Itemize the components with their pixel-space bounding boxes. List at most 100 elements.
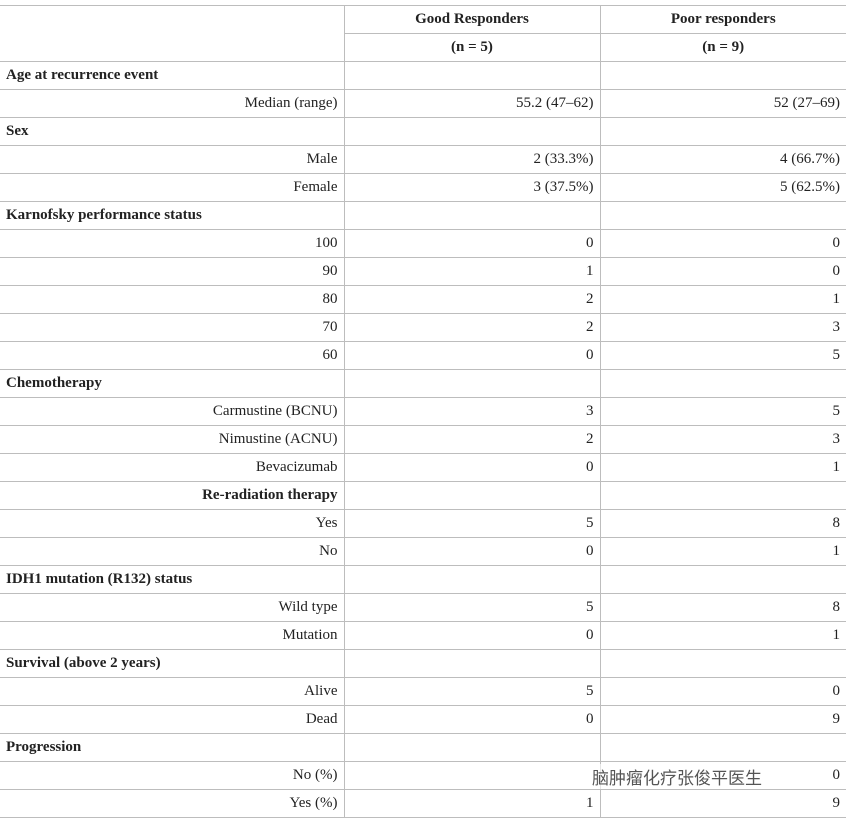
table-row: 100 0 0 [0,229,846,258]
table-row: Sex [0,117,846,146]
value-cell: 3 [343,397,600,426]
table-row: Nimustine (ACNU) 2 3 [0,425,846,454]
row-label: Female [0,173,344,202]
value-cell: 9 [599,705,846,734]
value-cell: 0 [343,341,600,370]
value-cell [343,565,600,594]
value-cell: 5 [599,341,846,370]
header-row: Good Responders Poor responders [0,5,846,62]
value-cell: 3 [599,425,846,454]
table-row: 90 1 0 [0,257,846,286]
table-row: Progression [0,733,846,762]
table-row: IDH1 mutation (R132) status [0,565,846,594]
row-label: Mutation [0,621,344,650]
table-row: Bevacizumab 0 1 [0,453,846,482]
value-cell: 2 (33.3%) [343,145,600,174]
table-row: Male 2 (33.3%) 4 (66.7%) [0,145,846,174]
value-cell: 5 [343,509,600,538]
value-cell: 1 [343,789,600,818]
value-cell: 2 [343,425,600,454]
row-label: Male [0,145,344,174]
value-cell [599,117,846,146]
row-label: 60 [0,341,344,370]
value-cell: 1 [599,285,846,314]
section-label: Re-radiation therapy [0,481,344,510]
value-cell: 0 [343,705,600,734]
value-cell: 8 [599,593,846,622]
value-cell: 5 (62.5%) [599,173,846,202]
header-row: (n = 5) (n = 9) [0,33,846,62]
table-row: Alive 5 0 [0,677,846,706]
header-cell [0,5,344,62]
value-cell [599,201,846,230]
row-label: Carmustine (BCNU) [0,397,344,426]
table-row: Yes 5 8 [0,509,846,538]
section-label: Survival (above 2 years) [0,649,344,678]
value-cell [599,733,846,762]
value-cell: 0 [599,677,846,706]
data-table: Good Responders Poor responders (n = 5) … [0,5,846,818]
table-row: Carmustine (BCNU) 3 5 [0,397,846,426]
row-label: Yes [0,509,344,538]
table-row: Yes (%) 1 9 [0,789,846,818]
value-cell [599,565,846,594]
row-label: Wild type [0,593,344,622]
watermark: 脑肿瘤化疗张俊平医生 [588,764,766,789]
value-cell [599,369,846,398]
value-cell: 1 [599,621,846,650]
value-cell [343,61,600,90]
value-cell [343,369,600,398]
value-cell: 0 [343,453,600,482]
value-cell: 0 [343,621,600,650]
table-row: Chemotherapy [0,369,846,398]
value-cell: 1 [599,453,846,482]
section-label: Chemotherapy [0,369,344,398]
value-cell: 5 [599,397,846,426]
value-cell: 8 [599,509,846,538]
table-row: 70 2 3 [0,313,846,342]
value-cell: 3 [599,313,846,342]
value-cell: 1 [343,257,600,286]
row-label: Alive [0,677,344,706]
value-cell [599,61,846,90]
table-row: Survival (above 2 years) [0,649,846,678]
value-cell [599,649,846,678]
table-row: Dead 0 9 [0,705,846,734]
row-label: Dead [0,705,344,734]
row-label: Median (range) [0,89,344,118]
table-row: Re-radiation therapy [0,481,846,510]
value-cell: 5 [343,593,600,622]
header-cell: (n = 5) [343,33,600,62]
table-header: Good Responders Poor responders (n = 5) … [0,5,846,62]
row-label: Nimustine (ACNU) [0,425,344,454]
table-row: Karnofsky performance status [0,201,846,230]
value-cell: 0 [343,229,600,258]
section-label: Age at recurrence event [0,61,344,90]
table-row: 60 0 5 [0,341,846,370]
row-label: 70 [0,313,344,342]
value-cell: 3 (37.5%) [343,173,600,202]
row-label: No [0,537,344,566]
value-cell: 0 [343,537,600,566]
value-cell: 1 [599,537,846,566]
section-label: Sex [0,117,344,146]
row-label: Bevacizumab [0,453,344,482]
value-cell: 55.2 (47–62) [343,89,600,118]
table-row: No 0 1 [0,537,846,566]
table-body: Age at recurrence event Median (range) 55.… [0,61,846,818]
row-label: Yes (%) [0,789,344,818]
value-cell: 52 (27–69) [599,89,846,118]
table-row: Mutation 0 1 [0,621,846,650]
header-cell: (n = 9) [599,33,846,62]
value-cell: 0 [599,257,846,286]
table-row: Age at recurrence event [0,61,846,90]
section-label: Karnofsky performance status [0,201,344,230]
value-cell [343,117,600,146]
header-cell: Good Responders [343,5,600,34]
value-cell: 9 [599,789,846,818]
section-label: Progression [0,733,344,762]
value-cell [343,649,600,678]
row-label: 90 [0,257,344,286]
table-row: 80 2 1 [0,285,846,314]
